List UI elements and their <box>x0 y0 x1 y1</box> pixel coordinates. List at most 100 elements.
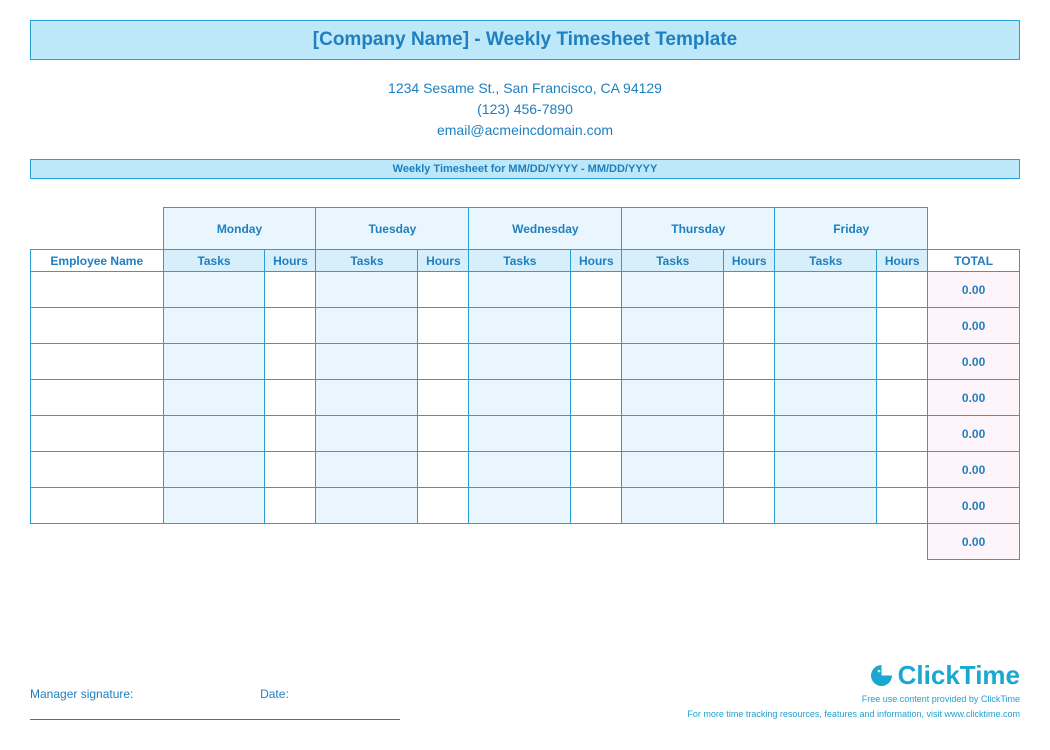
tasks-cell[interactable] <box>775 416 877 452</box>
hours-cell[interactable] <box>418 308 469 344</box>
tasks-cell[interactable] <box>163 452 265 488</box>
hours-cell[interactable] <box>877 380 928 416</box>
hours-cell[interactable] <box>418 452 469 488</box>
row-total-cell: 0.00 <box>928 452 1020 488</box>
hours-cell[interactable] <box>571 416 622 452</box>
brand-block: ClickTime Free use content provided by C… <box>687 660 1020 720</box>
grand-total-cell: 0.00 <box>928 524 1020 560</box>
hours-cell[interactable] <box>418 416 469 452</box>
tasks-cell[interactable] <box>469 380 571 416</box>
hours-header: Hours <box>418 250 469 272</box>
hours-cell[interactable] <box>877 488 928 524</box>
employee-cell[interactable] <box>31 380 164 416</box>
hours-cell[interactable] <box>418 272 469 308</box>
hours-cell[interactable] <box>265 416 316 452</box>
employee-cell[interactable] <box>31 452 164 488</box>
brand-tagline-1: Free use content provided by ClickTime <box>687 693 1020 706</box>
row-total-cell: 0.00 <box>928 416 1020 452</box>
tasks-cell[interactable] <box>775 344 877 380</box>
employee-cell[interactable] <box>31 344 164 380</box>
tasks-cell[interactable] <box>622 272 724 308</box>
hours-cell[interactable] <box>724 308 775 344</box>
tasks-cell[interactable] <box>316 272 418 308</box>
tasks-cell[interactable] <box>622 380 724 416</box>
hours-cell[interactable] <box>724 272 775 308</box>
hours-cell[interactable] <box>265 272 316 308</box>
tasks-cell[interactable] <box>622 452 724 488</box>
contact-address: 1234 Sesame St., San Francisco, CA 94129 <box>30 78 1020 99</box>
tasks-cell[interactable] <box>163 272 265 308</box>
timesheet-table: Monday Tuesday Wednesday Thursday Friday… <box>30 207 1020 560</box>
signature-line <box>30 719 400 720</box>
tasks-cell[interactable] <box>469 308 571 344</box>
tasks-cell[interactable] <box>163 380 265 416</box>
tasks-cell[interactable] <box>163 488 265 524</box>
tasks-cell[interactable] <box>316 416 418 452</box>
employee-cell[interactable] <box>31 272 164 308</box>
hours-cell[interactable] <box>877 272 928 308</box>
row-total-cell: 0.00 <box>928 488 1020 524</box>
employee-cell[interactable] <box>31 488 164 524</box>
hours-cell[interactable] <box>418 380 469 416</box>
tasks-header: Tasks <box>163 250 265 272</box>
tasks-cell[interactable] <box>469 488 571 524</box>
tasks-cell[interactable] <box>622 308 724 344</box>
row-total-cell: 0.00 <box>928 344 1020 380</box>
tasks-cell[interactable] <box>622 488 724 524</box>
tasks-cell[interactable] <box>469 452 571 488</box>
employee-cell[interactable] <box>31 416 164 452</box>
hours-cell[interactable] <box>571 272 622 308</box>
tasks-cell[interactable] <box>163 416 265 452</box>
table-row: 0.00 <box>31 308 1020 344</box>
hours-cell[interactable] <box>724 380 775 416</box>
week-range-header: Weekly Timesheet for MM/DD/YYYY - MM/DD/… <box>30 159 1020 179</box>
tasks-cell[interactable] <box>316 380 418 416</box>
tasks-cell[interactable] <box>622 416 724 452</box>
hours-cell[interactable] <box>724 452 775 488</box>
tasks-cell[interactable] <box>469 272 571 308</box>
tasks-cell[interactable] <box>775 308 877 344</box>
hours-cell[interactable] <box>877 308 928 344</box>
tasks-cell[interactable] <box>775 272 877 308</box>
tasks-cell[interactable] <box>316 452 418 488</box>
tasks-cell[interactable] <box>316 308 418 344</box>
clock-icon <box>869 663 894 688</box>
contact-phone: (123) 456-7890 <box>30 99 1020 120</box>
tasks-header: Tasks <box>316 250 418 272</box>
hours-cell[interactable] <box>724 488 775 524</box>
tasks-cell[interactable] <box>316 488 418 524</box>
hours-cell[interactable] <box>724 416 775 452</box>
hours-cell[interactable] <box>571 380 622 416</box>
tasks-cell[interactable] <box>469 416 571 452</box>
hours-cell[interactable] <box>877 452 928 488</box>
hours-cell[interactable] <box>877 416 928 452</box>
employee-cell[interactable] <box>31 308 164 344</box>
tasks-cell[interactable] <box>622 344 724 380</box>
tasks-cell[interactable] <box>775 488 877 524</box>
hours-cell[interactable] <box>571 452 622 488</box>
hours-cell[interactable] <box>265 380 316 416</box>
tasks-cell[interactable] <box>469 344 571 380</box>
hours-cell[interactable] <box>418 488 469 524</box>
tasks-cell[interactable] <box>163 308 265 344</box>
total-header: TOTAL <box>928 250 1020 272</box>
tasks-cell[interactable] <box>316 344 418 380</box>
day-header: Tuesday <box>316 208 469 250</box>
hours-cell[interactable] <box>418 344 469 380</box>
tasks-cell[interactable] <box>775 452 877 488</box>
hours-cell[interactable] <box>265 344 316 380</box>
tasks-cell[interactable] <box>163 344 265 380</box>
hours-cell[interactable] <box>265 308 316 344</box>
hours-cell[interactable] <box>571 308 622 344</box>
hours-cell[interactable] <box>571 344 622 380</box>
hours-cell[interactable] <box>265 452 316 488</box>
hours-cell[interactable] <box>571 488 622 524</box>
hours-cell[interactable] <box>265 488 316 524</box>
tasks-header: Tasks <box>775 250 877 272</box>
table-row: 0.00 <box>31 488 1020 524</box>
brand-name: ClickTime <box>898 660 1020 691</box>
signature-block: Manager signature: Date: <box>30 687 400 720</box>
hours-cell[interactable] <box>724 344 775 380</box>
tasks-cell[interactable] <box>775 380 877 416</box>
hours-cell[interactable] <box>877 344 928 380</box>
